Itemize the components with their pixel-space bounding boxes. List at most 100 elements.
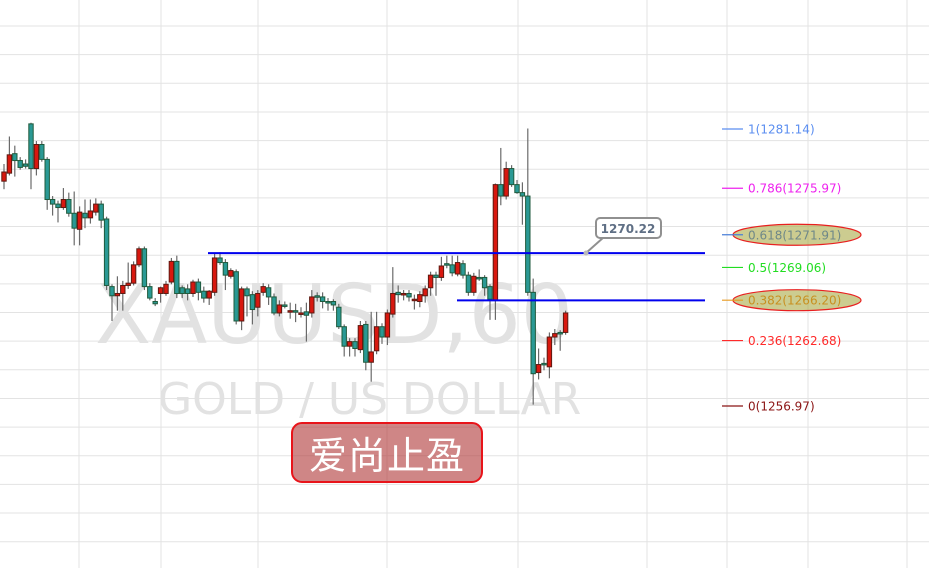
candle-body-up (390, 292, 396, 315)
candle (174, 255, 180, 299)
candle (341, 324, 347, 357)
candle (514, 180, 520, 194)
candle (265, 284, 272, 305)
candle-body-down (363, 323, 369, 363)
candle-body-down (514, 184, 520, 194)
description-watermark: GOLD / US DOLLAR (158, 374, 581, 425)
candle-body-up (471, 275, 477, 293)
candle-body-down (282, 304, 288, 307)
candle (519, 182, 526, 225)
candle-body-up (384, 312, 391, 338)
candle (438, 256, 445, 281)
candle-body-up (503, 168, 509, 197)
candle-body-down (508, 168, 515, 186)
candle-body-up (238, 288, 245, 322)
candle-body-up (368, 351, 374, 363)
candle-body-up (417, 294, 423, 303)
candle (152, 298, 158, 307)
candle (98, 200, 104, 229)
candle-body-down (195, 281, 202, 293)
candle (201, 286, 207, 303)
candle-body-down (541, 362, 547, 366)
candle (417, 291, 423, 308)
candle (249, 291, 256, 325)
candle-body-up (87, 210, 94, 219)
fibonacci-levels[interactable]: 1(1281.14) 0.786(1275.97) 0.618(1271.91) 0.… (722, 123, 862, 414)
candle (336, 303, 342, 330)
fib-level[interactable]: 1(1281.14) (722, 123, 815, 137)
candle (546, 332, 553, 379)
candle (255, 290, 261, 317)
price-callout: 1270.22 (583, 217, 662, 256)
candle-body-down (28, 123, 34, 170)
fib-level[interactable]: 0.382(1266.20) (722, 289, 862, 312)
candle (12, 145, 18, 177)
candle-body-down (336, 306, 342, 328)
candle-body-up (60, 199, 67, 209)
candle-body-down (292, 310, 299, 313)
candle (44, 157, 50, 210)
candle (39, 141, 45, 162)
candle-body-up (492, 184, 499, 301)
fib-level[interactable]: 0.786(1275.97) (722, 182, 841, 196)
candle (352, 338, 358, 357)
candle (136, 246, 142, 268)
candle (260, 283, 266, 296)
candle (330, 299, 337, 311)
candle (271, 293, 277, 316)
candle (125, 262, 131, 289)
candle-body-up (427, 274, 434, 289)
candle-body-down (44, 158, 50, 201)
candle-body-up (136, 248, 142, 266)
candle (314, 292, 320, 302)
candle-body-up (163, 283, 169, 294)
candle-body-down (325, 301, 331, 304)
candle (390, 267, 396, 318)
candle (1, 163, 7, 190)
stamp-label: 爱尚止盈 (291, 422, 483, 483)
candle-body-down (498, 184, 504, 197)
candle-body-down (244, 288, 250, 297)
candle (476, 269, 482, 281)
candle-body-down (49, 199, 56, 205)
candle-body-up (206, 290, 212, 299)
candle (6, 136, 13, 176)
callout-anchor-dot[interactable] (583, 250, 589, 256)
candle-body-down (465, 274, 472, 293)
candle (141, 246, 148, 291)
fib-level[interactable]: 0.236(1262.68) (722, 334, 841, 348)
candle (93, 198, 99, 216)
candle (82, 199, 88, 229)
candle-body-up (157, 287, 164, 294)
candle (184, 284, 191, 301)
candle (217, 252, 223, 265)
candle (114, 276, 121, 311)
candle-body-down (141, 248, 148, 288)
candle (109, 284, 115, 321)
candle (557, 330, 563, 351)
candle (130, 261, 137, 286)
candle-body-down (179, 287, 185, 294)
candle-body-down (557, 331, 563, 335)
candle-body-up (93, 203, 99, 213)
candle-body-down (519, 192, 526, 197)
fib-level[interactable]: 0.618(1271.91) (722, 223, 862, 246)
fib-level[interactable]: 0.5(1269.06) (722, 261, 826, 275)
candle (368, 311, 374, 382)
candle-body-up (373, 326, 380, 352)
candle-body-down (530, 291, 536, 375)
candle (433, 271, 439, 296)
candle (346, 338, 353, 357)
candle (449, 255, 455, 277)
candle (411, 294, 418, 310)
fib-level-label: 0.382(1266.20) (748, 294, 841, 308)
candle (471, 272, 477, 296)
candle (400, 290, 407, 301)
candle-body-up (400, 292, 407, 296)
candle-body-down (103, 218, 110, 286)
candle-body-up (125, 282, 131, 286)
fib-level[interactable]: 0(1256.97) (722, 399, 815, 413)
horizontal-lines[interactable] (208, 252, 705, 302)
